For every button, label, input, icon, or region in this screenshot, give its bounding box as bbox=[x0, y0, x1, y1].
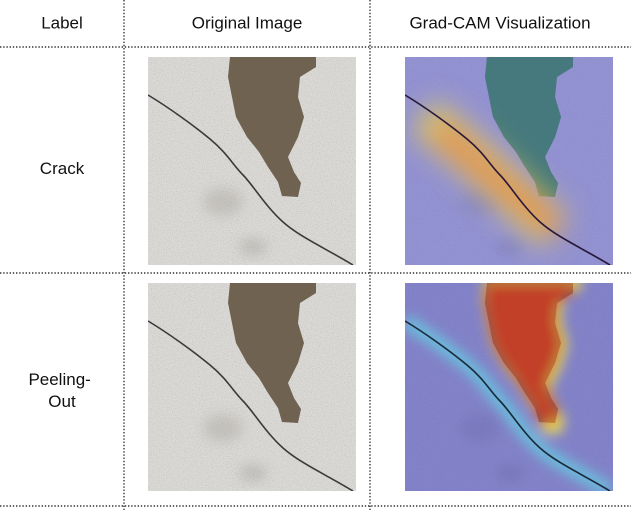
row-label: Peeling- Out bbox=[28, 370, 95, 411]
gradcam-image bbox=[405, 57, 613, 265]
gradcam-image bbox=[405, 277, 613, 491]
header-cell: Grad-CAM Visualization bbox=[409, 13, 590, 32]
header-cell: Original Image bbox=[192, 13, 303, 32]
original-image bbox=[148, 283, 356, 491]
header-cell: Label bbox=[41, 13, 83, 32]
original-image bbox=[148, 57, 356, 265]
page: {"table": {"header": ["Label", "Original… bbox=[0, 0, 631, 510]
row-label-line: Crack bbox=[40, 159, 85, 178]
row-label-line: Peeling- bbox=[28, 370, 90, 389]
figure-table: Label Original Image Grad-CAM Visualizat… bbox=[0, 0, 631, 510]
row-label: Crack bbox=[40, 159, 85, 178]
row-label-line: Out bbox=[48, 392, 76, 411]
